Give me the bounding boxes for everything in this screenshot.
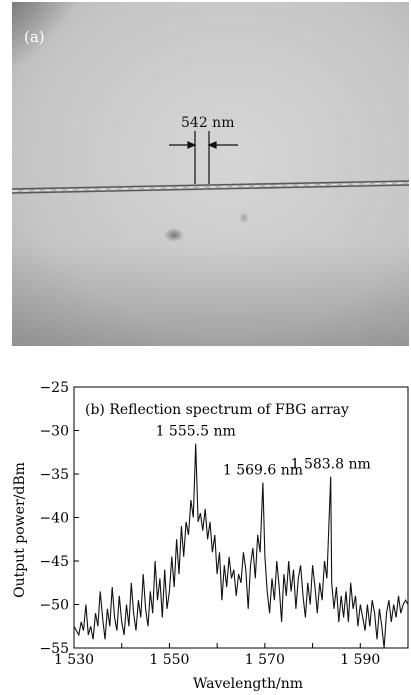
- vignette-corner: [12, 2, 102, 97]
- y-tick-label: −40: [39, 511, 69, 527]
- microscope-image: 542 nm (a): [12, 2, 409, 346]
- scale-label: 542 nm: [181, 115, 234, 131]
- x-tick-label: 1 550: [149, 652, 189, 668]
- y-tick-label: −35: [39, 467, 69, 483]
- peak-label: 1 555.5 nm: [156, 424, 236, 440]
- spectrum-line: [73, 443, 409, 649]
- y-tick-labels: −25 −30 −35 −40 −45 −50 −55: [39, 380, 69, 657]
- plot-frame: [73, 386, 409, 649]
- dust-spot: [164, 228, 184, 242]
- y-tick-label: −50: [39, 598, 69, 614]
- fiber-strand: [12, 180, 409, 194]
- x-tick-label: 1 570: [245, 652, 285, 668]
- x-tick-label: 1 590: [340, 652, 380, 668]
- x-axis-label: Wavelength/nm: [193, 676, 303, 692]
- x-tick-labels: 1 530 1 550 1 570 1 590: [54, 652, 380, 668]
- y-tick-label: −30: [39, 424, 69, 440]
- x-tick-label: 1 530: [54, 652, 94, 668]
- spectrum-chart-panel: −25 −30 −35 −40 −45 −50 −55 1 530 1 550 1 570 1 5…: [0, 370, 411, 695]
- scale-bar: [169, 131, 238, 184]
- axis-ticks: [73, 386, 409, 649]
- y-tick-label: −55: [39, 641, 69, 657]
- chart-title: (b) Reflection spectrum of FBG array: [85, 402, 349, 418]
- peak-label: 1 583.8 nm: [291, 457, 371, 473]
- peak-label: 1 569.6 nm: [223, 463, 303, 479]
- microscope-image-panel: 542 nm (a): [12, 2, 409, 346]
- y-tick-label: −25: [39, 380, 69, 396]
- panel-a-label: (a): [24, 28, 45, 46]
- y-axis-label: Output power/dBm: [12, 462, 28, 598]
- peak-annotations: 1 555.5 nm 1 569.6 nm1 583.8 nm: [156, 424, 371, 479]
- y-tick-label: −45: [39, 554, 69, 570]
- dust-spot-small: [239, 212, 249, 224]
- spectrum-chart: −25−30−35−40−45−50−55 1 530 1 550 1 570 1 5…: [12, 380, 409, 692]
